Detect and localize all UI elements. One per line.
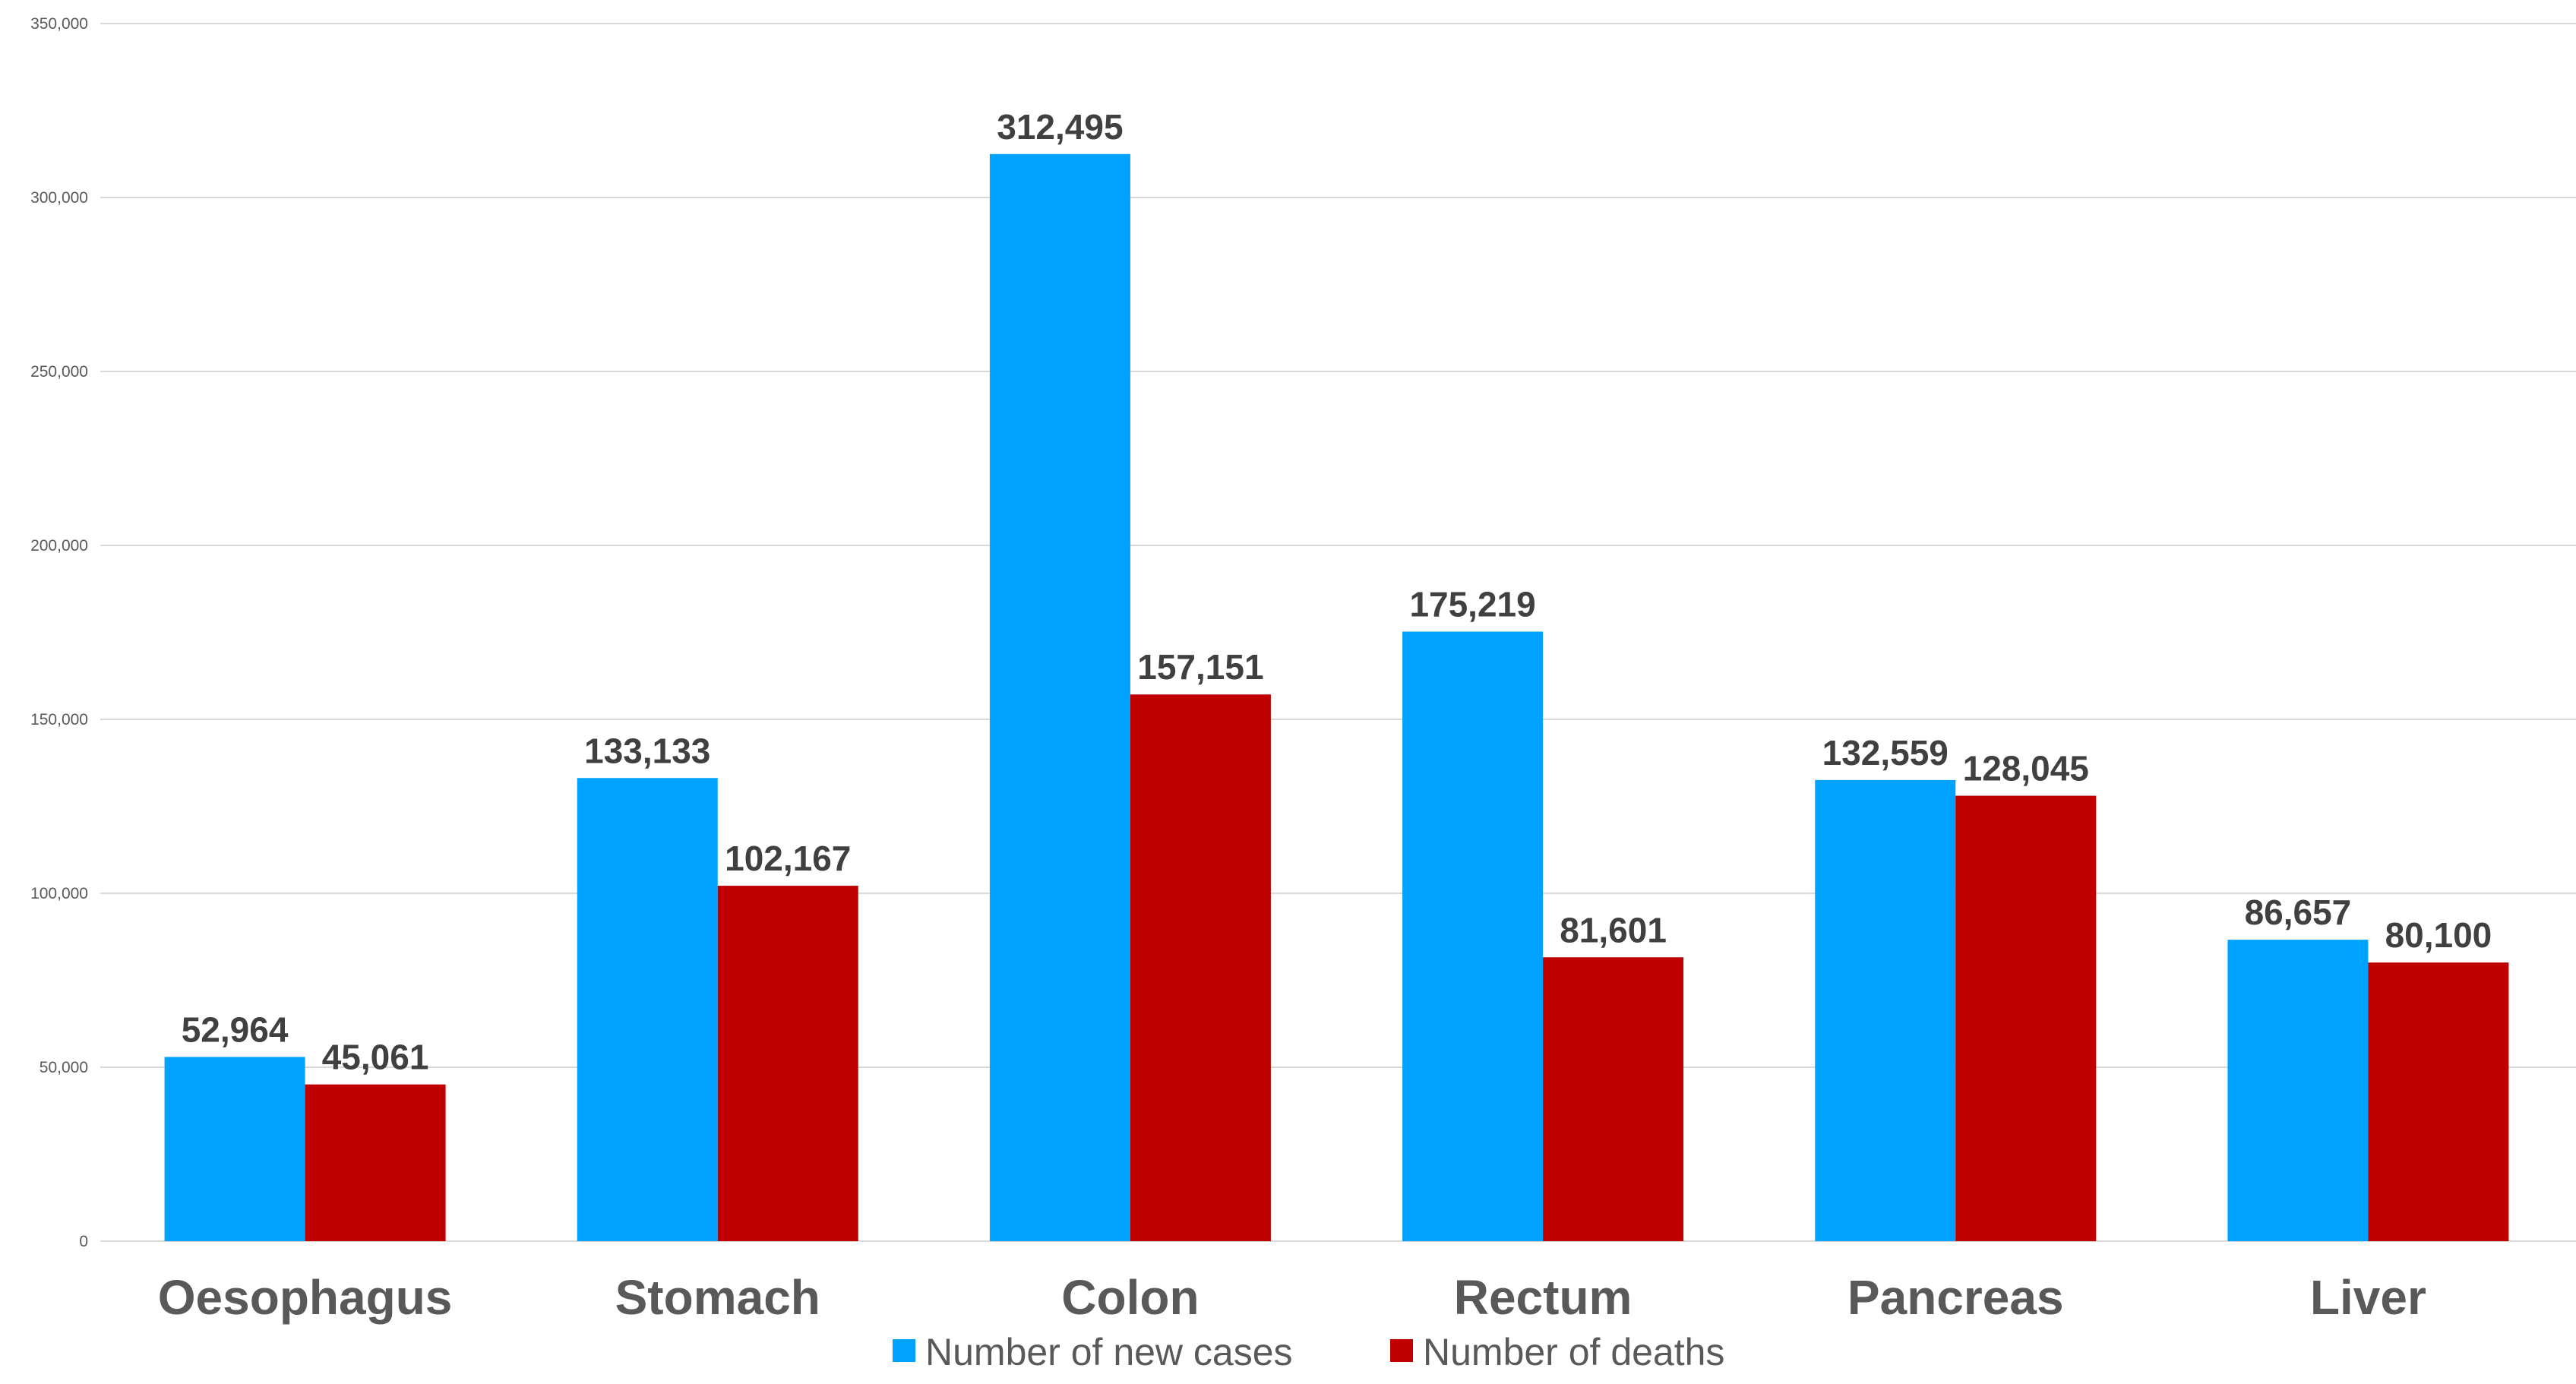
data-label: 52,964 xyxy=(182,1010,289,1049)
x-axis-category-labels: Oesophagus Stomach Colon Rectum Pancreas Live… xyxy=(158,1270,2426,1325)
legend: Number of new cases Number of deaths xyxy=(893,1331,1724,1373)
bar xyxy=(1815,779,1956,1241)
bar xyxy=(1130,694,1271,1241)
data-label: 81,601 xyxy=(1560,910,1667,950)
x-category-label: Liver xyxy=(2310,1270,2426,1325)
legend-label: Number of deaths xyxy=(1423,1331,1724,1373)
bar xyxy=(2368,962,2509,1241)
bar xyxy=(164,1057,305,1241)
data-label: 312,495 xyxy=(997,107,1123,147)
data-label: 102,167 xyxy=(725,839,851,878)
gridlines xyxy=(100,23,2576,1242)
data-label: 132,559 xyxy=(1822,733,1949,773)
data-label: 175,219 xyxy=(1409,584,1535,624)
y-tick-label: 150,000 xyxy=(30,711,88,728)
data-label: 45,061 xyxy=(322,1038,429,1077)
y-tick-label: 50,000 xyxy=(40,1059,88,1076)
x-category-label: Pancreas xyxy=(1847,1270,2064,1325)
bar xyxy=(989,153,1130,1241)
y-tick-label: 300,000 xyxy=(30,189,88,207)
legend-swatch xyxy=(1390,1339,1413,1362)
x-category-label: Rectum xyxy=(1454,1270,1633,1325)
bars xyxy=(164,153,2509,1241)
data-label: 157,151 xyxy=(1137,647,1263,687)
y-tick-label: 0 xyxy=(79,1233,88,1250)
x-category-label: Oesophagus xyxy=(158,1270,453,1325)
y-tick-label: 100,000 xyxy=(30,885,88,902)
bar xyxy=(2227,940,2369,1241)
y-tick-label: 250,000 xyxy=(30,363,88,381)
y-axis-tick-labels: 0 50,000 100,000 150,000 200,000 250,000 300,0… xyxy=(30,15,88,1250)
bar xyxy=(305,1084,446,1241)
data-label: 86,657 xyxy=(2245,893,2352,932)
legend-swatch xyxy=(893,1339,915,1362)
x-category-label: Stomach xyxy=(615,1270,820,1325)
bar xyxy=(717,886,858,1241)
x-category-label: Colon xyxy=(1061,1270,1199,1325)
data-label: 128,045 xyxy=(1963,749,2089,788)
data-labels: 52,964 45,061 133,133 102,167 312,495 157,151… xyxy=(182,107,2492,1077)
data-label: 133,133 xyxy=(584,731,710,770)
bar xyxy=(577,778,718,1241)
data-label: 80,100 xyxy=(2385,915,2492,955)
y-tick-label: 350,000 xyxy=(30,15,88,33)
bar xyxy=(1543,957,1684,1241)
legend-label: Number of new cases xyxy=(925,1331,1293,1373)
y-tick-label: 200,000 xyxy=(30,537,88,555)
bar xyxy=(1955,795,2097,1241)
bar xyxy=(1402,631,1544,1241)
